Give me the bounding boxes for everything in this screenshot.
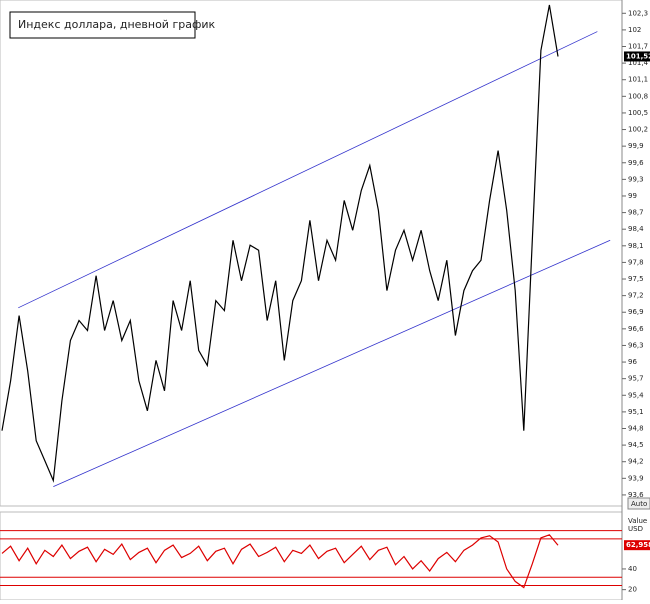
y-tick-label: 40: [628, 565, 637, 573]
title-box: [9, 11, 196, 39]
y-tick-label: 97,2: [628, 292, 644, 300]
current-value-tag: [624, 540, 650, 551]
y-tick-label: 101,4: [628, 59, 649, 67]
trendline: [53, 239, 611, 487]
auto-button-label[interactable]: Auto: [631, 500, 647, 508]
y-tick-label: 96,3: [628, 341, 644, 349]
price-panel: [0, 0, 623, 507]
y-tick-label: 93,6: [628, 491, 644, 499]
y-tick-label: 97,8: [628, 258, 644, 266]
y-tick-label: 94,5: [628, 441, 644, 449]
y-tick-label: 94,2: [628, 458, 644, 466]
y-tick-label: 96: [628, 358, 637, 366]
y-tick-label: 99,3: [628, 175, 644, 183]
y-label: Value: [628, 517, 647, 525]
y-tick-label: 95,7: [628, 375, 644, 383]
y-tick-label: 95,1: [628, 408, 644, 416]
y-tick-label: 95,4: [628, 391, 644, 399]
y-tick-label: 99: [628, 192, 637, 200]
current-value-tag: [624, 51, 650, 62]
current-value-label: 101,52: [626, 52, 650, 60]
trendline: [18, 31, 598, 309]
y-tick-label: 94,8: [628, 424, 644, 432]
y-tick-label: 102: [628, 26, 641, 34]
y-tick-label: 101,7: [628, 43, 648, 51]
y-tick-label: 93,9: [628, 474, 644, 482]
y-tick-label: 102,3: [628, 9, 648, 17]
y-tick-label: 96,6: [628, 325, 644, 333]
y-tick-label: 98,4: [628, 225, 644, 233]
auto-button[interactable]: [627, 497, 650, 510]
y-tick-label: 100,2: [628, 126, 648, 134]
y-tick-label: 99,6: [628, 159, 644, 167]
y-tick-label: 97,5: [628, 275, 644, 283]
chart-title: Индекс доллара, дневной график: [18, 18, 216, 31]
y-tick-label: 20: [628, 586, 637, 594]
y-tick-label: 100,8: [628, 92, 648, 100]
y-tick-label: 96,9: [628, 308, 644, 316]
y-label: USD: [628, 525, 643, 533]
current-value-label: 62,958: [626, 541, 650, 549]
y-tick-label: 99,9: [628, 142, 644, 150]
series-line: [1, 534, 559, 589]
y-tick-label: 98,7: [628, 209, 644, 217]
y-tick-label: 98,1: [628, 242, 644, 250]
y-tick-label: 101,1: [628, 76, 648, 84]
y-tick-label: 100,5: [628, 109, 648, 117]
series-line: [1, 4, 559, 483]
